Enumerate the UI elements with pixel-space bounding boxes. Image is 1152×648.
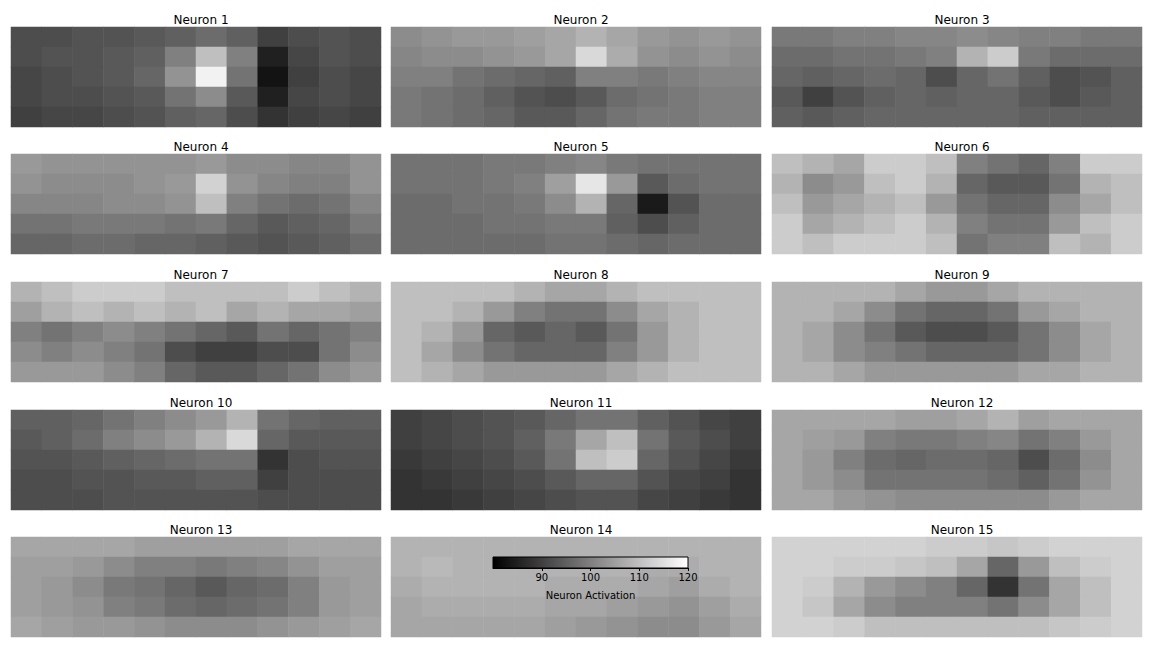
svg-text:Neuron Activation: Neuron Activation <box>546 590 636 601</box>
svg-text:Neuron 13: Neuron 13 <box>170 523 233 537</box>
svg-text:Neuron 3: Neuron 3 <box>934 13 989 27</box>
svg-text:Neuron 1: Neuron 1 <box>173 13 228 27</box>
svg-text:Neuron 7: Neuron 7 <box>173 268 228 282</box>
svg-text:110: 110 <box>630 572 649 583</box>
svg-text:Neuron 10: Neuron 10 <box>170 396 233 410</box>
svg-text:Neuron 15: Neuron 15 <box>931 523 994 537</box>
svg-text:Neuron 5: Neuron 5 <box>553 140 608 154</box>
svg-text:Neuron 11: Neuron 11 <box>550 396 613 410</box>
svg-text:Neuron 4: Neuron 4 <box>173 140 228 154</box>
svg-text:90: 90 <box>535 572 548 583</box>
svg-text:Neuron 8: Neuron 8 <box>553 268 608 282</box>
svg-text:Neuron 9: Neuron 9 <box>934 268 989 282</box>
svg-text:Neuron 2: Neuron 2 <box>553 13 608 27</box>
svg-text:100: 100 <box>581 572 600 583</box>
svg-text:Neuron 6: Neuron 6 <box>934 140 989 154</box>
svg-text:120: 120 <box>678 572 697 583</box>
svg-text:Neuron 14: Neuron 14 <box>550 523 613 537</box>
svg-text:Neuron 12: Neuron 12 <box>931 396 994 410</box>
